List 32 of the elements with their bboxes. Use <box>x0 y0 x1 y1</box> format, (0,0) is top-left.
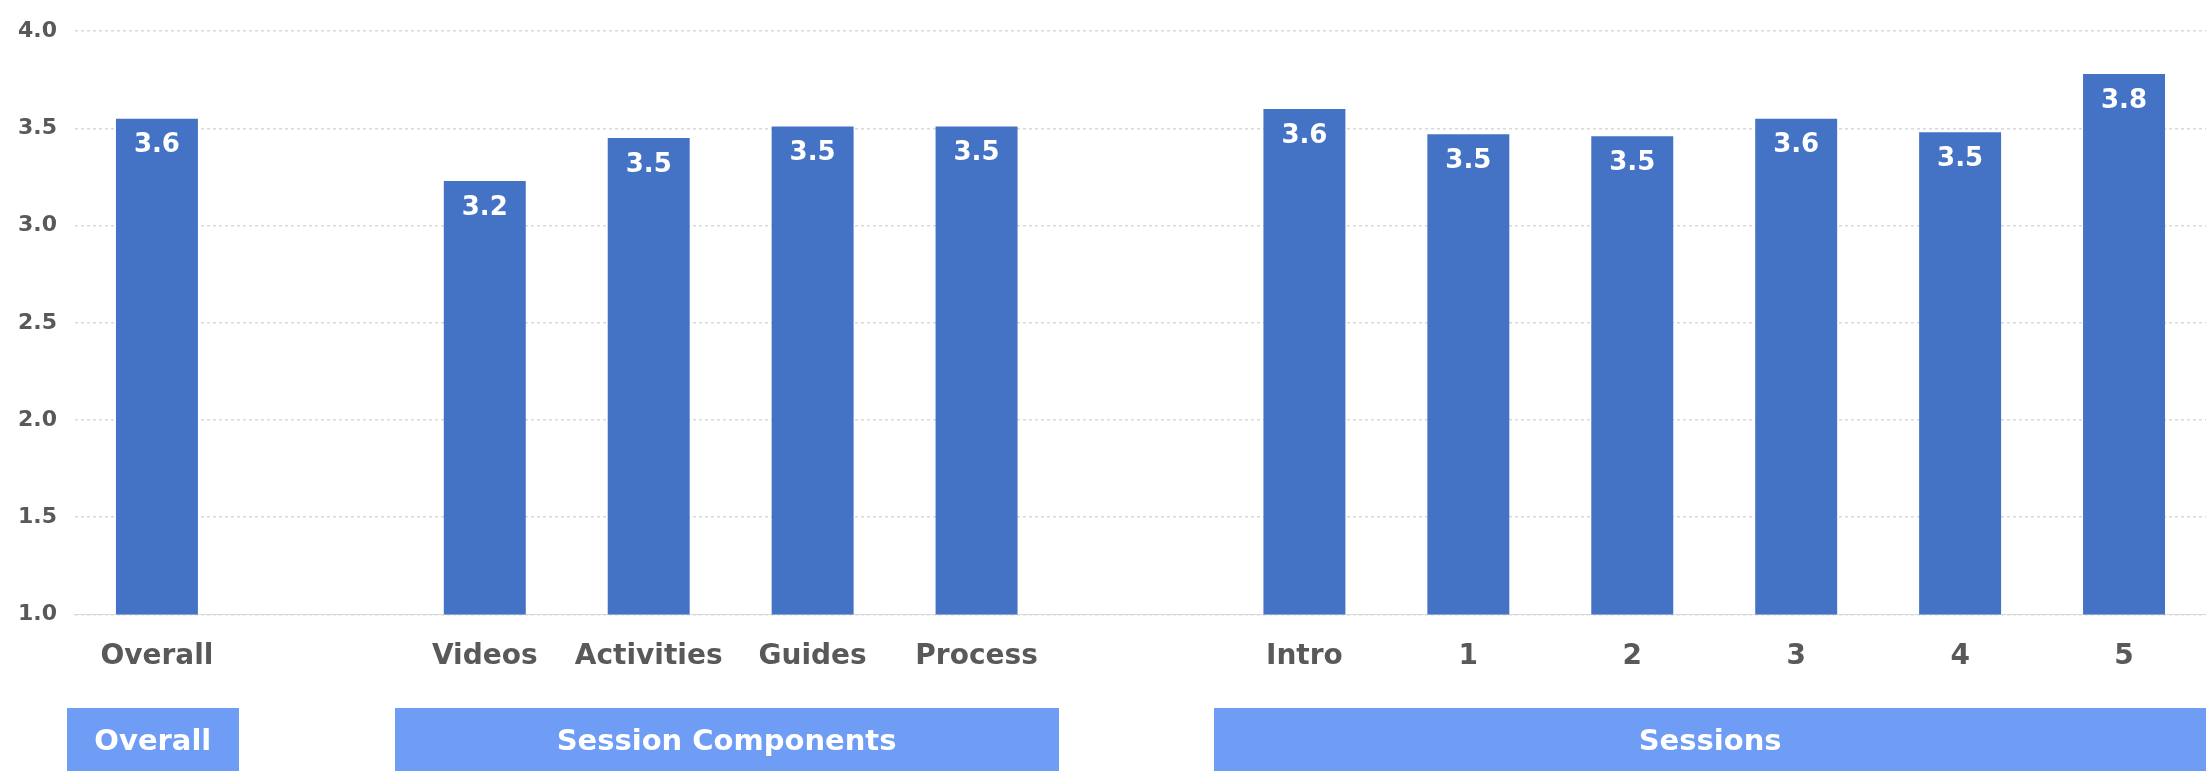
x-tick-label: Process <box>915 638 1038 672</box>
data-label: 3.6 <box>133 128 180 159</box>
y-tick-label: 1.0 <box>17 600 57 626</box>
x-tick-label: 3 <box>1786 638 1806 672</box>
y-tick-label: 2.5 <box>17 308 57 334</box>
data-label: 3.5 <box>789 136 836 167</box>
data-label: 3.5 <box>1445 143 1492 174</box>
x-tick-label: Overall <box>100 638 214 672</box>
data-label: 3.5 <box>953 136 1000 167</box>
y-tick-label: 1.5 <box>17 502 57 528</box>
data-label: 3.5 <box>625 147 672 178</box>
data-label: 3.5 <box>1609 145 1656 176</box>
y-tick-label: 2.0 <box>17 405 57 431</box>
data-label: 3.6 <box>1281 118 1328 149</box>
data-label: 3.5 <box>1937 142 1984 173</box>
x-tick-label: Activities <box>574 638 723 672</box>
x-tick-label: Guides <box>758 638 867 672</box>
data-label: 3.2 <box>461 190 508 221</box>
y-tick-label: 4.0 <box>17 16 57 42</box>
y-tick-label: 3.0 <box>17 211 57 237</box>
text: Sessions <box>1214 708 2206 771</box>
text: Session Components <box>394 708 1059 771</box>
x-tick-label: 4 <box>1950 638 1970 672</box>
x-tick-label: 1 <box>1458 638 1479 672</box>
x-tick-label: 5 <box>2114 638 2134 672</box>
x-tick-label: 2 <box>1622 638 1642 672</box>
data-label: 3.8 <box>2101 83 2148 114</box>
data-label: 3.6 <box>1773 128 1820 159</box>
text: Overall <box>66 708 239 771</box>
x-tick-label: Videos <box>431 638 538 672</box>
x-tick-label: Intro <box>1266 638 1343 672</box>
y-tick-label: 3.5 <box>17 114 57 140</box>
